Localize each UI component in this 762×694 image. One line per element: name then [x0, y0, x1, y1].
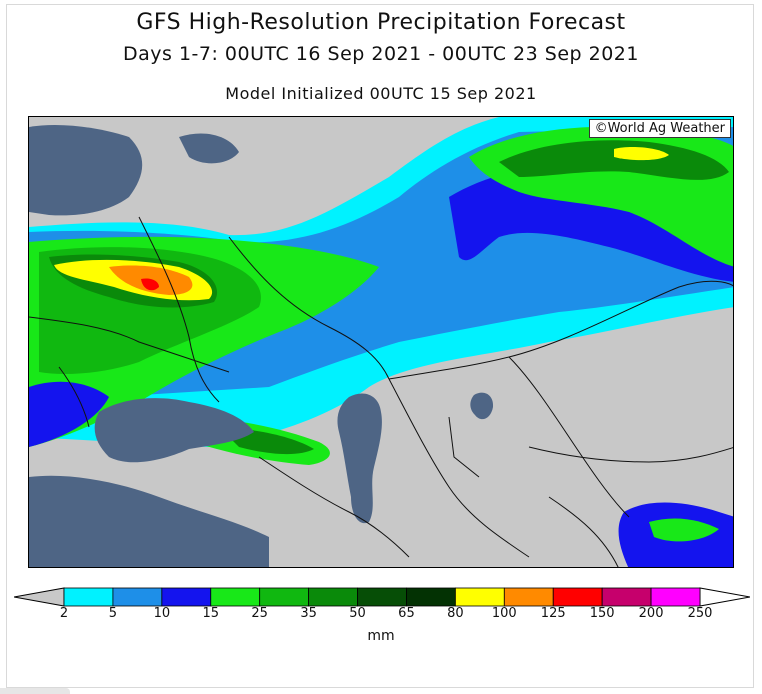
- tick-label-100: 100: [491, 606, 517, 621]
- color-bin-10-15: [161, 587, 212, 607]
- white-sea: [179, 133, 239, 164]
- baltic-sea: [29, 125, 143, 216]
- black-sea: [94, 398, 255, 463]
- tick-label-35: 35: [300, 606, 317, 621]
- mediterranean-sea: [29, 475, 269, 567]
- tick-label-65: 65: [398, 606, 415, 621]
- color-bin-125-150: [552, 587, 603, 607]
- tick-label-10: 10: [153, 606, 171, 621]
- color-bin-25-35: [259, 587, 310, 607]
- chart-title: GFS High-Resolution Precipitation Foreca…: [136, 10, 626, 35]
- tick-label-2: 2: [59, 606, 69, 621]
- forecast-period: Days 1-7: 00UTC 16 Sep 2021 - 00UTC 23 S…: [123, 43, 639, 65]
- color-bin-200-250: [650, 587, 701, 607]
- tick-label-250: 250: [687, 606, 713, 621]
- country-borders: [29, 216, 733, 567]
- aral-sea: [470, 392, 494, 420]
- precip-patch-southeast-core: [649, 518, 719, 542]
- precip-core-northeast-heavy: [499, 140, 729, 180]
- precip-core-northeast-max: [614, 147, 669, 161]
- page-corner-tab: [0, 688, 70, 694]
- caspian-sea: [337, 393, 382, 524]
- tick-label-5: 5: [108, 606, 118, 621]
- color-bar-unit: mm: [367, 628, 395, 644]
- color-bin-150-200: [601, 587, 652, 607]
- precipitation-map: ©World Ag Weather: [28, 116, 734, 568]
- color-bar: [13, 586, 751, 646]
- precip-max-red: [141, 278, 159, 291]
- color-bar-low-arrow: [13, 587, 65, 607]
- color-bin-100-125: [503, 587, 554, 607]
- map-graphic: [29, 117, 733, 567]
- color-bar-graphic: [13, 587, 751, 607]
- color-bin-80-100: [454, 587, 505, 607]
- tick-label-15: 15: [202, 606, 220, 621]
- color-bar-high-arrow: [699, 587, 751, 607]
- color-bin-15-25: [210, 587, 261, 607]
- color-bin-35-50: [308, 587, 358, 607]
- tick-label-150: 150: [589, 606, 615, 621]
- precip-belt-southwest: [29, 381, 109, 447]
- color-bin-50-65: [357, 587, 407, 607]
- color-bin-2-5: [63, 587, 114, 607]
- color-bin-65-80: [406, 587, 456, 607]
- color-bin-5-10: [112, 587, 163, 607]
- tick-label-50: 50: [349, 606, 366, 621]
- tick-label-125: 125: [540, 606, 566, 621]
- tick-label-25: 25: [251, 606, 268, 621]
- model-init-time: Model Initialized 00UTC 15 Sep 2021: [225, 84, 537, 103]
- credit-label: ©World Ag Weather: [588, 119, 731, 138]
- tick-label-200: 200: [638, 606, 664, 621]
- tick-label-80: 80: [447, 606, 464, 621]
